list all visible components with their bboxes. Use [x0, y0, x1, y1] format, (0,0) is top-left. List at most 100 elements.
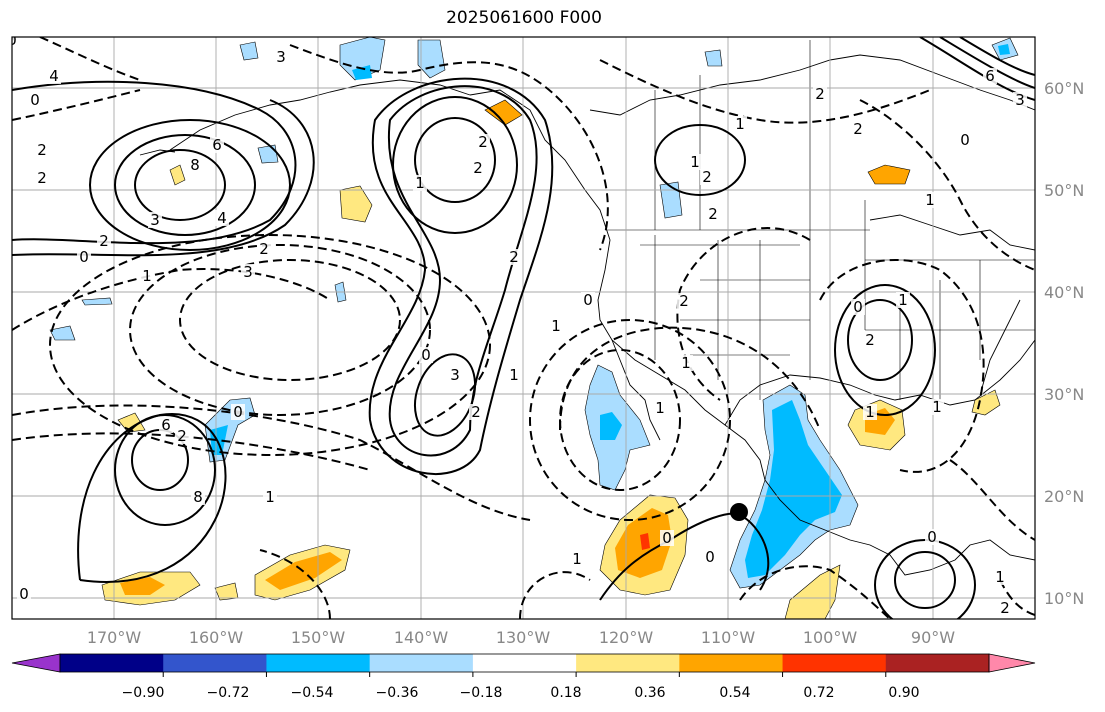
contour-label: 0 — [662, 529, 672, 547]
contour-label-bg — [660, 530, 674, 546]
lat-tick-30n: 30°N — [1044, 385, 1084, 404]
contour-label-bg — [733, 116, 747, 132]
contour-label: 6 — [212, 136, 222, 154]
lat-tick-50n: 50°N — [1044, 181, 1084, 200]
contour-label-bg — [215, 210, 229, 226]
contour-label-bg — [851, 121, 865, 137]
cb-label-7: 0.36 — [634, 685, 665, 701]
contour-label-bg — [77, 249, 91, 265]
contour-label: 0 — [583, 291, 593, 309]
positive-anomaly-alaska — [484, 99, 523, 126]
contour-label-bg — [983, 68, 997, 84]
contour-label: 2 — [478, 133, 488, 151]
contour-label: 4 — [49, 67, 59, 85]
contour-label: 3 — [1015, 91, 1025, 109]
latitude-ticks: 60°N 50°N 40°N 30°N 20°N 10°N — [1044, 79, 1084, 608]
contour-label: 0 — [233, 403, 243, 421]
location-marker — [730, 503, 748, 521]
contour-label: 3 — [243, 263, 253, 281]
contour-label: 1 — [735, 115, 745, 133]
contour-label-bg — [175, 428, 189, 444]
map-title: 2025061600 F000 — [446, 8, 602, 28]
contour-label-bg — [653, 400, 667, 416]
contour-label-bg — [507, 249, 521, 265]
contour-label-bg — [469, 404, 483, 420]
negative-anomaly-aleutians-core — [352, 65, 372, 80]
contour-label: 8 — [190, 156, 200, 174]
colorbar-segment — [60, 654, 164, 672]
contour-label-bg — [413, 175, 427, 191]
colorbar-segment — [369, 654, 474, 672]
colorbar — [11, 653, 1036, 677]
colorbar-segment — [576, 654, 680, 672]
contour-label-bg — [17, 586, 31, 602]
negative-anomaly-baja-core — [600, 412, 622, 440]
contour-label: 0 — [853, 298, 863, 316]
map-frame — [11, 36, 1036, 620]
contour-label-bg — [998, 600, 1012, 616]
contour-label-bg — [231, 404, 245, 420]
contour-label-bg — [958, 132, 972, 148]
contour-label: 1 — [572, 550, 582, 568]
contour-label-bg — [1013, 92, 1027, 108]
contour-label: 2 — [708, 205, 718, 223]
cb-label-8: 0.54 — [719, 685, 750, 701]
contour-label-bg — [863, 404, 877, 420]
contour-label-bg — [35, 142, 49, 158]
contour-label-bg — [507, 367, 521, 383]
contour-label: 1 — [415, 174, 425, 192]
negative-anomaly-small-6 — [239, 41, 259, 61]
contour-label: 2 — [509, 248, 519, 266]
colorbar-segment — [163, 654, 267, 672]
cb-label-2: −0.72 — [207, 685, 250, 701]
positive-anomaly-canada — [867, 164, 911, 185]
positive-anomaly-gulf-peak — [640, 533, 650, 550]
contour-label: 0 — [7, 31, 17, 49]
contour-label: 0 — [960, 131, 970, 149]
lon-tick-170w: 170°W — [87, 628, 142, 647]
positive-anomaly-small-3 — [169, 164, 186, 186]
positive-anomaly-gulf-alaska — [339, 185, 373, 223]
contour-label: 0 — [421, 346, 431, 364]
contours-negative — [12, 37, 1035, 619]
cb-label-5: −0.18 — [460, 685, 503, 701]
contour-label: 2 — [37, 141, 47, 159]
contour-label-bg — [476, 134, 490, 150]
contour-label-bg — [188, 157, 202, 173]
contours-positive — [12, 37, 1035, 619]
contour-label: 2 — [99, 232, 109, 250]
contour-label-bg — [706, 206, 720, 222]
colorbar-frame — [59, 653, 990, 673]
contour-label: 2 — [1000, 599, 1010, 617]
contour-label-bg — [47, 68, 61, 84]
contour-label: 0 — [19, 585, 29, 603]
contour-label: 2 — [177, 427, 187, 445]
contour-label: 3 — [150, 211, 160, 229]
contour-label-bg — [851, 299, 865, 315]
contour-label-bg — [448, 367, 462, 383]
contour-label-bg — [993, 569, 1007, 585]
colorbar-segment — [782, 654, 887, 672]
colorbar-segment — [472, 654, 577, 672]
contour-label: 2 — [679, 292, 689, 310]
lat-tick-10n: 10°N — [1044, 589, 1084, 608]
lat-tick-40n: 40°N — [1044, 283, 1084, 302]
cb-label-1: −0.90 — [122, 685, 165, 701]
lat-tick-20n: 20°N — [1044, 487, 1084, 506]
contour-label: 1 — [265, 488, 275, 506]
contour-label: 2 — [702, 168, 712, 186]
cb-label-10: 0.90 — [888, 685, 919, 701]
contour-label: 1 — [142, 267, 152, 285]
colorbar-labels: −0.90 −0.72 −0.54 −0.36 −0.18 0.18 0.36 … — [122, 685, 920, 701]
colorbar-segment — [266, 654, 371, 672]
contour-label: 2 — [853, 120, 863, 138]
contour-label: 4 — [217, 209, 227, 227]
contour-label-bg — [679, 355, 693, 371]
contour-label-bg — [896, 292, 910, 308]
colorbar-extend-low — [11, 653, 61, 673]
contour-label: 0 — [705, 548, 715, 566]
negative-anomaly-small-5 — [257, 144, 279, 164]
contour-label: 2 — [471, 403, 481, 421]
contour-label: 1 — [655, 399, 665, 417]
